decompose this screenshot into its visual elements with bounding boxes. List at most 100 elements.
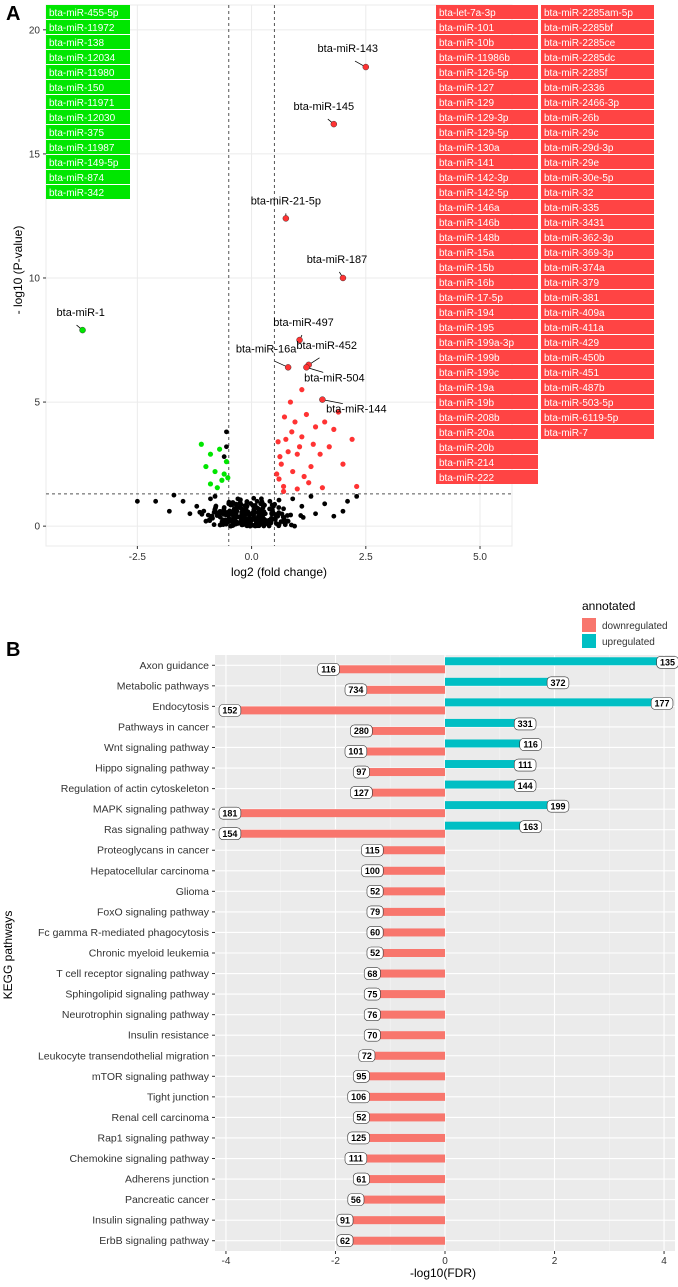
bar-count-label: 116 bbox=[523, 740, 538, 750]
bar-count-pill bbox=[519, 738, 542, 751]
down-mirna-label-text: bta-miR-12034 bbox=[49, 53, 116, 64]
ns-point bbox=[288, 522, 294, 528]
up-mirna-label-text: bta-miR-409a bbox=[544, 308, 605, 319]
bar-downregulated bbox=[357, 768, 445, 777]
bar-count-label: 70 bbox=[367, 1030, 377, 1040]
pathway-label: Renal cell carcinoma bbox=[112, 1112, 210, 1124]
up-mirna-label-box bbox=[436, 350, 538, 364]
pathway-label: Sphingolipid signaling pathway bbox=[65, 989, 209, 1001]
bar-count-pill bbox=[363, 1028, 381, 1042]
ns-point bbox=[207, 518, 213, 524]
up-mirna-label-text: bta-miR-3431 bbox=[544, 218, 605, 229]
ns-point bbox=[284, 513, 290, 518]
ns-point bbox=[240, 516, 245, 522]
down-point bbox=[207, 451, 214, 457]
up-point bbox=[278, 461, 284, 467]
up-mirna-label-text: bta-miR-19b bbox=[439, 398, 494, 409]
bar-upregulated bbox=[445, 657, 670, 666]
ns-point bbox=[254, 498, 260, 504]
up-mirna-label-box bbox=[436, 170, 538, 184]
ns-point bbox=[331, 513, 337, 519]
labeled-point bbox=[319, 396, 326, 403]
volcano-y-tick-label: 10 bbox=[29, 273, 41, 284]
bar-upregulated bbox=[445, 801, 560, 810]
ns-point bbox=[226, 501, 232, 507]
bar-count-label: 60 bbox=[370, 928, 380, 938]
bar-count-label: 97 bbox=[356, 767, 366, 777]
down-mirna-label-text: bta-miR-11987 bbox=[49, 143, 115, 154]
bar-count-label: 75 bbox=[367, 989, 377, 999]
up-point bbox=[299, 434, 305, 440]
up-mirna-label-box bbox=[436, 110, 538, 124]
bar-count-label: 91 bbox=[340, 1215, 350, 1225]
up-point bbox=[296, 444, 303, 450]
labeled-point bbox=[296, 336, 303, 344]
ns-point bbox=[153, 498, 159, 504]
point-label: bta-miR-497 bbox=[273, 317, 334, 329]
down-mirna-label-box bbox=[46, 95, 130, 109]
up-mirna-label-box bbox=[436, 470, 538, 484]
bar-count-pill bbox=[363, 987, 381, 1001]
up-mirna-label-box bbox=[541, 215, 654, 229]
labeled-point bbox=[282, 215, 290, 222]
point-label: bta-miR-144 bbox=[326, 404, 387, 416]
ns-point bbox=[194, 503, 200, 509]
ns-point bbox=[252, 503, 258, 508]
bar-downregulated bbox=[357, 726, 445, 735]
pathway-label: Neurotrophin signaling pathway bbox=[62, 1009, 210, 1021]
up-point bbox=[294, 486, 300, 492]
pathway-label: Axon guidance bbox=[140, 660, 210, 672]
up-mirna-label-text: bta-miR-146b bbox=[439, 218, 500, 229]
up-mirna-label-box bbox=[541, 230, 654, 244]
ns-point bbox=[249, 522, 254, 528]
bar-count-pill bbox=[347, 1193, 365, 1206]
bar-count-label: 152 bbox=[222, 706, 237, 716]
bar-count-label: 734 bbox=[348, 685, 363, 695]
up-mirna-label-text: bta-miR-2466-3p bbox=[544, 98, 619, 109]
ns-point bbox=[251, 507, 257, 513]
point-label: bta-miR-187 bbox=[307, 254, 368, 266]
up-mirna-label-box bbox=[436, 80, 538, 94]
up-point bbox=[354, 483, 360, 490]
up-mirna-label-box bbox=[436, 95, 538, 109]
up-mirna-label-box bbox=[436, 260, 538, 274]
bar-x-tick-label: 4 bbox=[661, 1256, 667, 1267]
bar-downregulated bbox=[371, 907, 445, 916]
up-mirna-label-box bbox=[436, 65, 538, 79]
volcano-x-tick-label: 0.0 bbox=[245, 552, 259, 563]
bar-count-pill bbox=[336, 1213, 354, 1227]
ns-point bbox=[274, 512, 280, 518]
bar-count-pill bbox=[344, 683, 368, 697]
up-point bbox=[349, 436, 355, 442]
down-mirna-label-box bbox=[46, 5, 130, 19]
up-point bbox=[340, 461, 346, 467]
ns-point bbox=[230, 508, 236, 514]
ns-point bbox=[228, 518, 234, 524]
bar-x-tick-label: -4 bbox=[221, 1256, 230, 1267]
ns-point bbox=[340, 508, 346, 514]
bar-upregulated bbox=[445, 718, 528, 727]
bar-downregulated bbox=[324, 665, 445, 674]
bar-x-tick-label: 0 bbox=[442, 1256, 448, 1267]
bar-downregulated bbox=[368, 866, 445, 875]
bar-count-label: 61 bbox=[356, 1174, 366, 1184]
down-mirna-label-text: bta-miR-455-5p bbox=[49, 8, 119, 19]
ns-point bbox=[166, 508, 172, 514]
up-mirna-label-box bbox=[541, 65, 654, 79]
bar-downregulated bbox=[368, 990, 445, 999]
up-point bbox=[301, 473, 307, 480]
bar-count-label: 331 bbox=[518, 719, 533, 729]
down-mirna-label-text: bta-miR-375 bbox=[49, 128, 104, 139]
ns-point bbox=[208, 514, 214, 520]
up-mirna-label-box bbox=[541, 35, 654, 49]
ns-point bbox=[262, 511, 268, 517]
ns-point bbox=[221, 505, 227, 510]
up-mirna-label-box bbox=[436, 380, 538, 394]
ns-point bbox=[308, 493, 314, 499]
bar-count-label: 181 bbox=[222, 808, 237, 818]
ns-point bbox=[276, 505, 282, 510]
ns-point bbox=[244, 503, 250, 509]
labeled-point bbox=[79, 326, 86, 334]
legend-label-up: upregulated bbox=[602, 637, 655, 648]
pathway-label: Endocytosis bbox=[152, 701, 209, 713]
